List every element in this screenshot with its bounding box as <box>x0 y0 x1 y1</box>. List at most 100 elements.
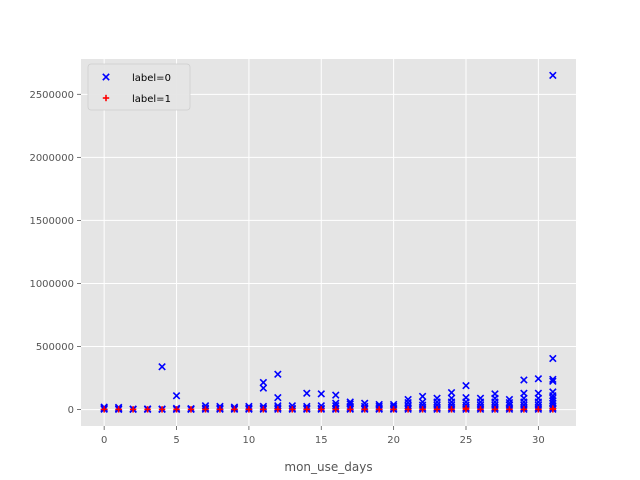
data-point <box>535 406 542 413</box>
x-tick-label: 30 <box>532 435 545 446</box>
data-point <box>462 381 470 390</box>
grid-lines <box>81 59 576 426</box>
data-point <box>462 393 470 402</box>
data-points <box>100 71 557 414</box>
data-point <box>549 71 557 80</box>
data-point <box>418 392 427 401</box>
data-point <box>389 400 398 409</box>
data-point <box>100 406 108 413</box>
data-point <box>360 399 369 408</box>
data-point <box>549 394 557 403</box>
data-point <box>172 391 181 400</box>
tick-labels: 0 5 10 15 20 25 30 0 500000 1000000 1500000 2000000… <box>29 90 544 446</box>
data-point <box>347 406 354 413</box>
y-tick-label: 2000000 <box>29 153 74 164</box>
data-point <box>404 395 412 404</box>
legend-box <box>87 63 191 111</box>
data-point <box>404 406 412 413</box>
data-point <box>476 394 485 403</box>
data-point <box>549 405 557 412</box>
data-point <box>520 376 528 384</box>
data-point <box>346 400 354 408</box>
data-point <box>534 389 543 397</box>
data-point <box>317 402 326 410</box>
data-point <box>491 406 499 413</box>
data-point <box>549 375 557 384</box>
data-point <box>115 406 122 413</box>
legend-label: label=0 <box>132 73 171 84</box>
data-point <box>505 401 514 409</box>
data-point <box>260 406 267 413</box>
plot-area <box>81 59 576 426</box>
data-point <box>447 394 456 403</box>
data-point <box>259 378 268 387</box>
y-tick-label: 1500000 <box>29 216 74 227</box>
x-tick-label: 0 <box>101 435 107 446</box>
data-point <box>317 390 326 398</box>
data-point <box>231 406 238 413</box>
legend-label: label=1 <box>132 94 171 105</box>
data-point <box>520 406 528 413</box>
data-point <box>361 406 368 413</box>
data-point <box>346 398 354 406</box>
y-tick-label: 2500000 <box>29 90 74 101</box>
data-point <box>245 406 253 413</box>
data-point <box>173 406 180 413</box>
data-point <box>318 406 325 413</box>
data-point <box>289 406 296 413</box>
data-point <box>375 400 383 409</box>
legend-marker <box>102 73 110 81</box>
x-tick-label: 5 <box>173 435 179 446</box>
data-point <box>549 388 557 396</box>
data-point <box>433 406 441 413</box>
y-tick-label: 500000 <box>36 342 74 353</box>
data-point <box>375 406 383 413</box>
data-point <box>534 374 543 383</box>
data-point <box>477 406 484 413</box>
data-point <box>462 405 470 412</box>
data-point <box>303 406 310 413</box>
data-point <box>129 406 137 413</box>
data-point <box>447 388 456 397</box>
data-point <box>144 406 151 413</box>
data-point <box>506 406 513 413</box>
data-point <box>274 402 282 410</box>
data-point <box>331 391 340 399</box>
data-point <box>187 406 195 413</box>
data-point <box>332 406 339 413</box>
x-axis-label: mon_use_days <box>284 460 372 474</box>
data-point <box>419 406 426 413</box>
data-point <box>274 370 282 379</box>
data-point <box>549 377 557 385</box>
data-point <box>303 389 311 397</box>
data-point <box>331 402 340 410</box>
data-point <box>549 354 557 363</box>
data-point <box>390 406 397 413</box>
data-point <box>158 362 166 371</box>
x-tick-label: 10 <box>243 435 256 446</box>
data-point <box>201 402 210 410</box>
data-point <box>288 402 297 410</box>
data-point <box>216 406 224 413</box>
x-tick-label: 20 <box>387 435 400 446</box>
data-point <box>274 393 282 402</box>
data-point <box>259 384 268 392</box>
series-label1 <box>100 405 557 413</box>
x-tick-label: 25 <box>460 435 473 446</box>
legend: label=0 label=1 <box>87 63 191 111</box>
data-point <box>274 406 282 413</box>
data-point <box>158 406 166 413</box>
legend-marker <box>102 94 110 102</box>
data-point <box>448 406 455 413</box>
data-point <box>202 406 209 413</box>
data-point <box>433 394 441 403</box>
data-point <box>331 399 340 408</box>
data-point <box>491 390 499 398</box>
y-tick-label: 0 <box>68 405 74 416</box>
data-point <box>520 389 528 397</box>
y-tick-label: 1000000 <box>29 279 74 290</box>
data-point <box>505 395 514 404</box>
data-point <box>418 398 427 406</box>
x-tick-label: 15 <box>315 435 328 446</box>
